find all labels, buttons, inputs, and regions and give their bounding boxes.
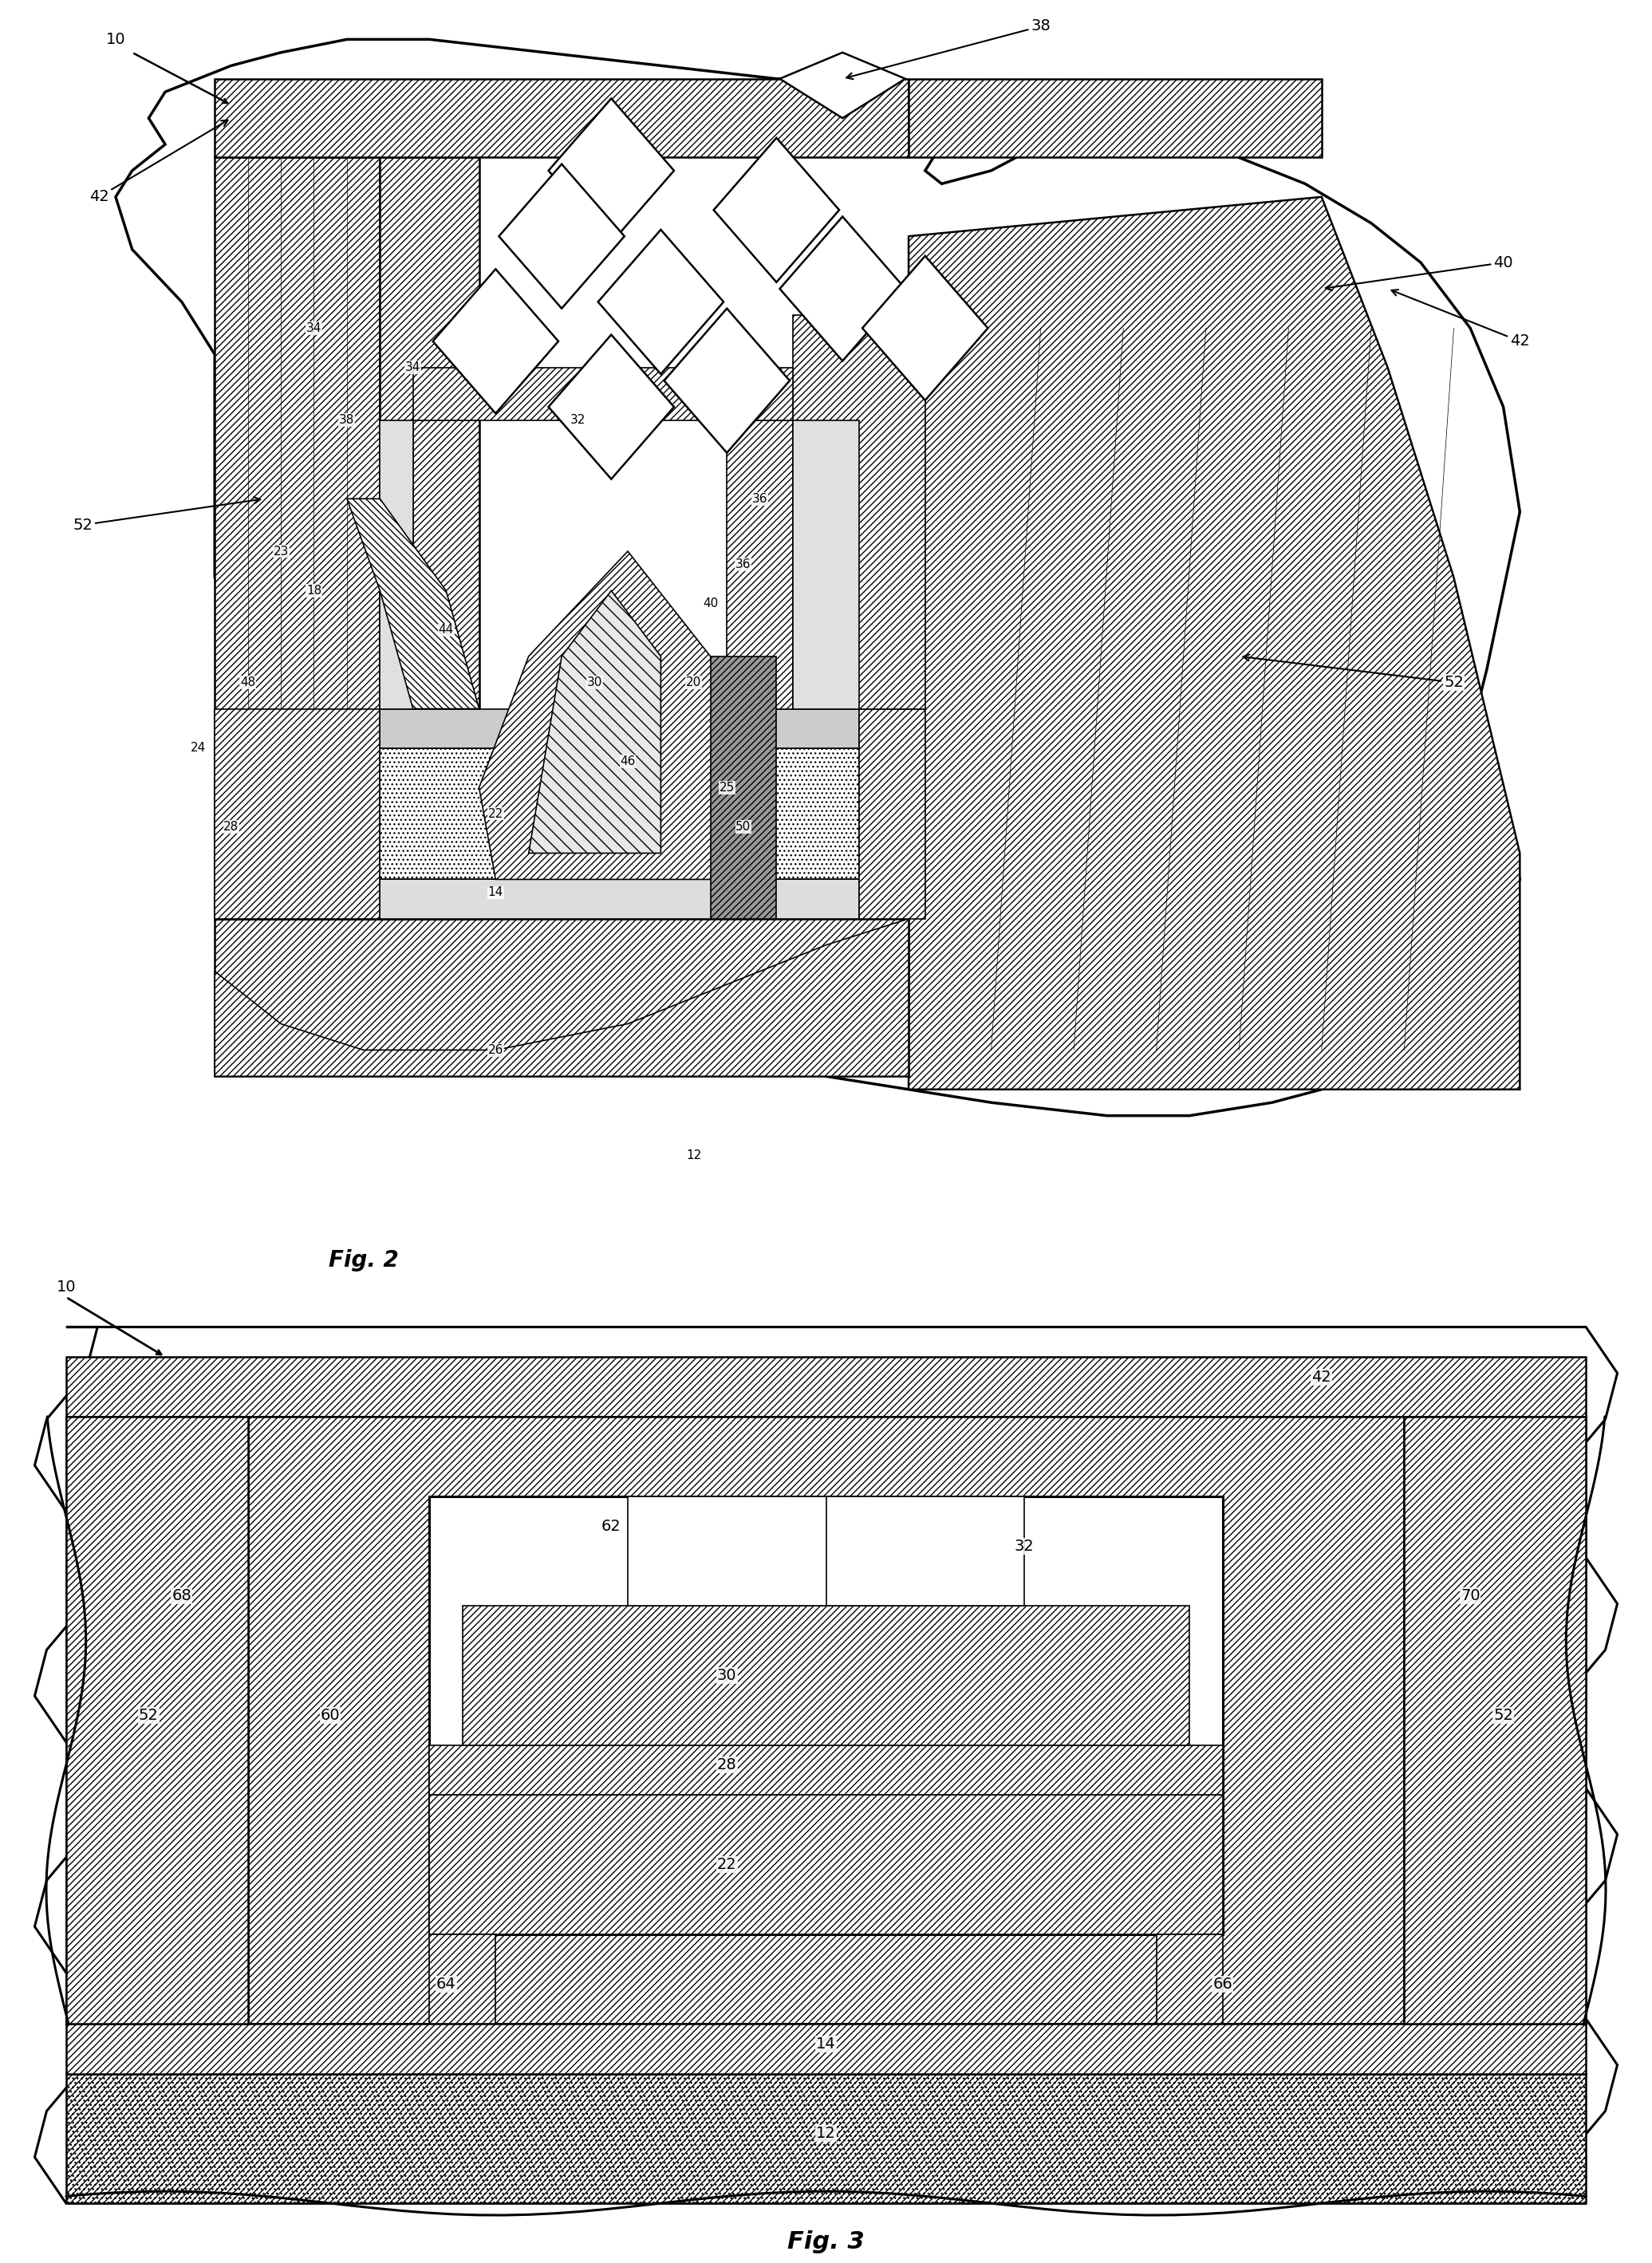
Text: 28: 28 — [717, 1758, 737, 1772]
Text: 25: 25 — [719, 781, 735, 794]
Polygon shape — [433, 269, 558, 414]
Polygon shape — [628, 1496, 1024, 1607]
Polygon shape — [727, 421, 793, 708]
Text: 14: 14 — [487, 887, 504, 898]
Text: 12: 12 — [686, 1150, 702, 1161]
Text: 46: 46 — [620, 756, 636, 767]
Text: 12: 12 — [816, 2125, 836, 2141]
Text: 52: 52 — [1493, 1709, 1513, 1722]
Polygon shape — [430, 1745, 1222, 1795]
Text: 64: 64 — [436, 1976, 456, 1991]
Polygon shape — [380, 880, 859, 919]
Text: 38: 38 — [846, 18, 1051, 79]
Polygon shape — [862, 256, 988, 401]
Text: Fig. 3: Fig. 3 — [788, 2229, 864, 2254]
Text: 68: 68 — [172, 1589, 192, 1604]
Polygon shape — [780, 52, 905, 118]
Text: 52: 52 — [139, 1709, 159, 1722]
Text: 62: 62 — [601, 1518, 621, 1534]
Text: 18: 18 — [306, 584, 322, 597]
Polygon shape — [714, 138, 839, 283]
Polygon shape — [909, 79, 1322, 158]
Polygon shape — [780, 217, 905, 362]
Text: 10: 10 — [56, 1279, 76, 1294]
Polygon shape — [430, 1496, 1222, 1935]
Text: 44: 44 — [438, 625, 454, 636]
Polygon shape — [1404, 1417, 1586, 2023]
Polygon shape — [548, 335, 674, 480]
Polygon shape — [66, 1358, 1586, 1417]
Text: 22: 22 — [717, 1858, 737, 1872]
Polygon shape — [413, 367, 793, 421]
Text: 32: 32 — [570, 414, 586, 425]
Text: Fig. 2: Fig. 2 — [329, 1249, 398, 1272]
Text: 36: 36 — [735, 559, 752, 570]
Polygon shape — [248, 1417, 1404, 2023]
Text: 23: 23 — [273, 545, 289, 557]
Polygon shape — [664, 308, 790, 453]
Polygon shape — [35, 1326, 1617, 2204]
Text: 14: 14 — [816, 2037, 836, 2053]
Polygon shape — [347, 498, 479, 708]
Polygon shape — [479, 552, 727, 880]
Polygon shape — [430, 1795, 1222, 1935]
Text: 40: 40 — [1325, 256, 1513, 290]
Text: 50: 50 — [735, 821, 752, 833]
Text: 40: 40 — [702, 597, 719, 609]
Polygon shape — [859, 708, 925, 919]
Text: 28: 28 — [223, 821, 240, 833]
Polygon shape — [793, 421, 859, 708]
Polygon shape — [793, 315, 925, 708]
Polygon shape — [66, 2073, 1586, 2204]
Polygon shape — [463, 1607, 1189, 1745]
Polygon shape — [529, 591, 661, 853]
Polygon shape — [413, 421, 479, 708]
Text: 38: 38 — [339, 414, 355, 425]
Text: 66: 66 — [1213, 1976, 1232, 1991]
Text: 30: 30 — [717, 1668, 737, 1684]
Polygon shape — [116, 38, 1520, 1116]
Polygon shape — [66, 1417, 248, 2023]
Polygon shape — [710, 656, 776, 919]
Text: 60: 60 — [320, 1709, 340, 1722]
Polygon shape — [380, 421, 413, 708]
Polygon shape — [598, 231, 724, 373]
Polygon shape — [1156, 1935, 1222, 2023]
Text: 24: 24 — [190, 742, 206, 754]
Text: 52: 52 — [73, 498, 261, 532]
Text: 42: 42 — [89, 120, 228, 204]
Text: 52: 52 — [1242, 654, 1464, 690]
Text: 48: 48 — [240, 677, 256, 688]
Text: 42: 42 — [1391, 290, 1530, 349]
Text: 10: 10 — [106, 32, 126, 48]
Polygon shape — [380, 749, 859, 880]
Text: 42: 42 — [1312, 1369, 1332, 1385]
Text: 34: 34 — [405, 362, 421, 373]
Text: 36: 36 — [752, 493, 768, 505]
Polygon shape — [215, 79, 909, 158]
Text: 30: 30 — [586, 677, 603, 688]
Text: 34: 34 — [306, 321, 322, 335]
Polygon shape — [380, 158, 479, 919]
Text: 70: 70 — [1460, 1589, 1480, 1604]
Polygon shape — [430, 1935, 496, 2023]
Polygon shape — [499, 165, 624, 308]
Text: 20: 20 — [686, 677, 702, 688]
Polygon shape — [66, 2023, 1586, 2073]
Text: 22: 22 — [487, 808, 504, 819]
Polygon shape — [548, 97, 674, 242]
Polygon shape — [215, 158, 380, 919]
Polygon shape — [215, 919, 909, 1077]
Polygon shape — [215, 919, 909, 1077]
Text: 26: 26 — [487, 1043, 504, 1057]
Polygon shape — [380, 708, 859, 749]
Polygon shape — [66, 1417, 1586, 2023]
Polygon shape — [215, 708, 380, 919]
Text: 32: 32 — [1014, 1539, 1034, 1555]
Polygon shape — [909, 197, 1520, 1089]
